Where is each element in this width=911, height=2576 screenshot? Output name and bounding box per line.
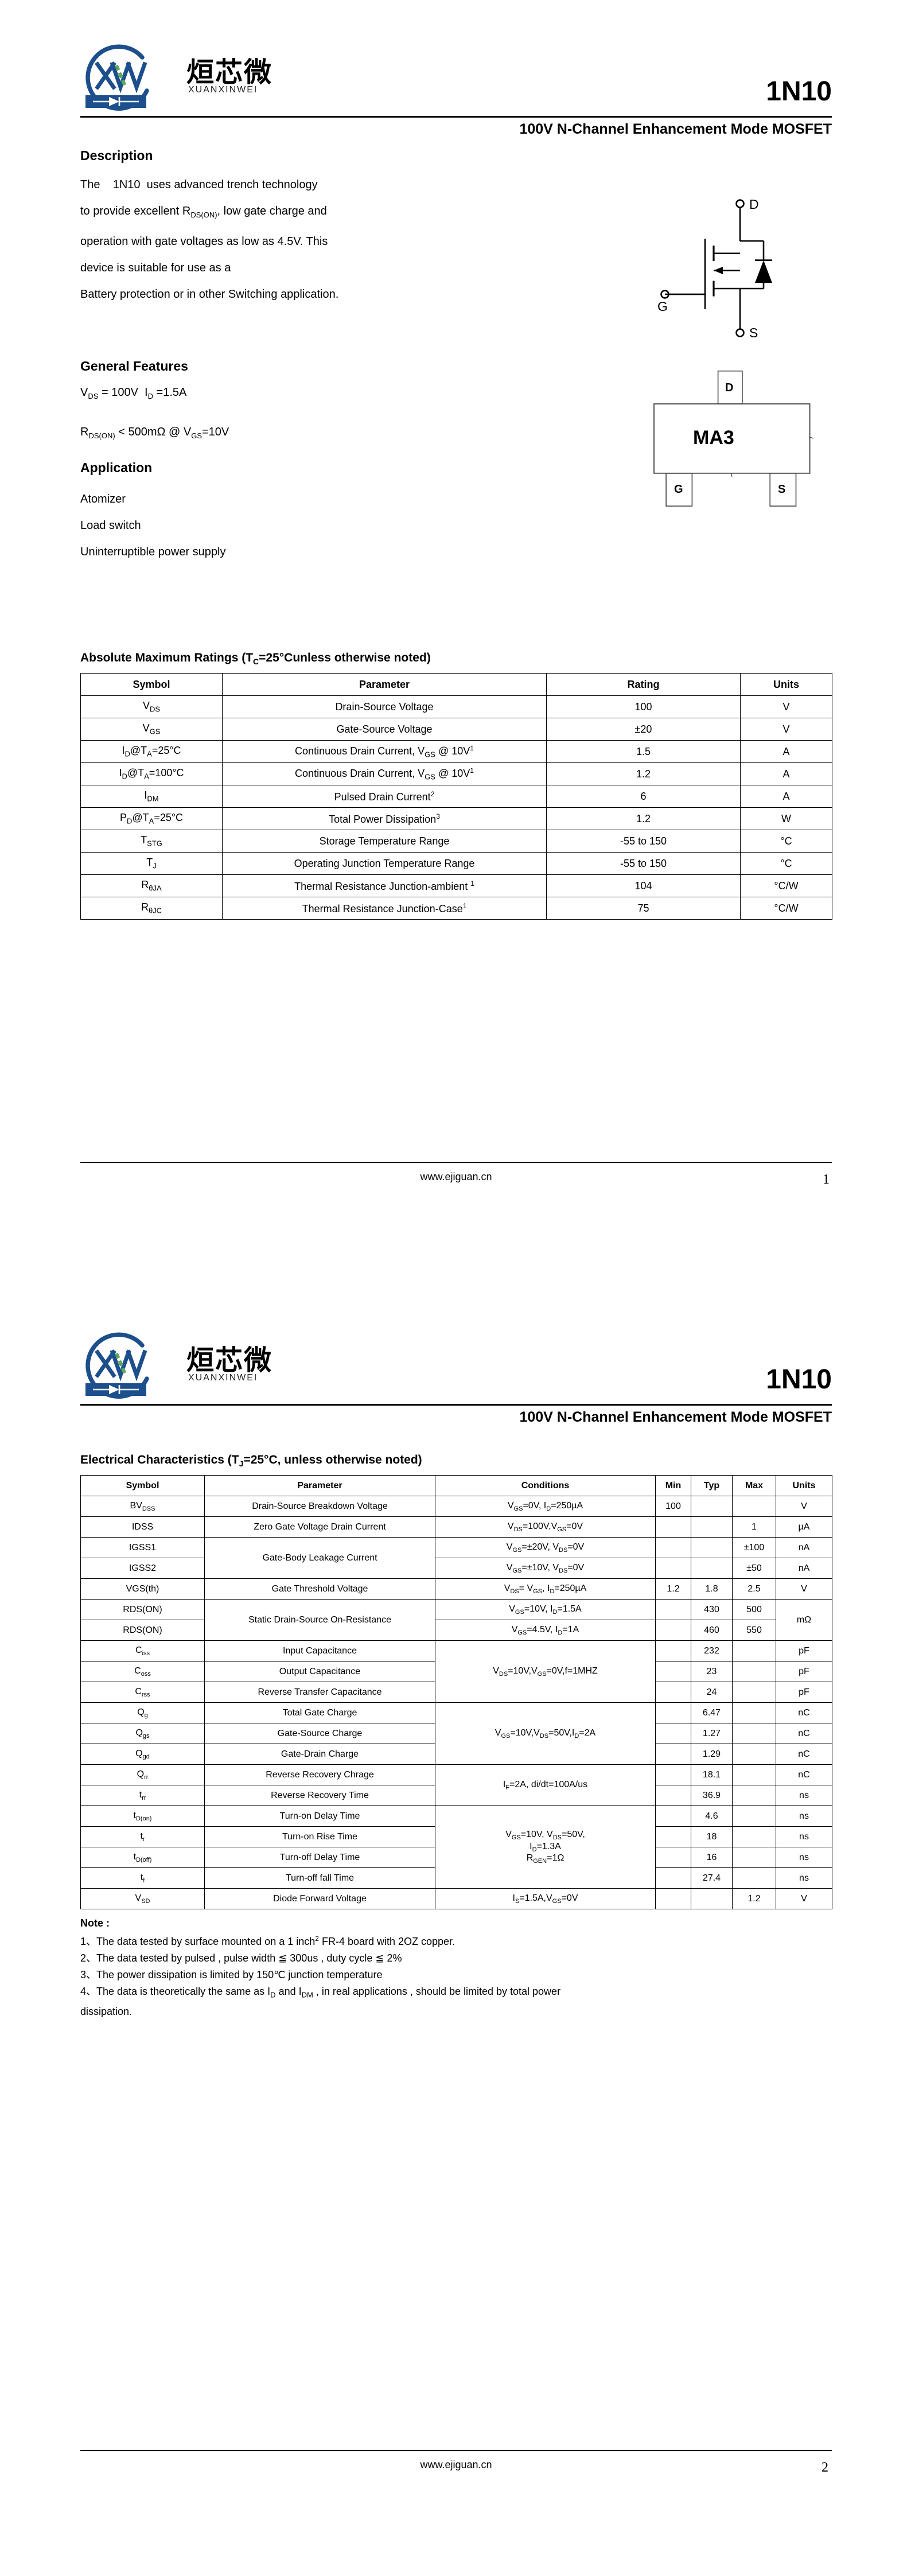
svg-text:S: S [749, 325, 758, 340]
svg-text:G: G [657, 299, 668, 314]
svg-text:D: D [749, 197, 759, 212]
